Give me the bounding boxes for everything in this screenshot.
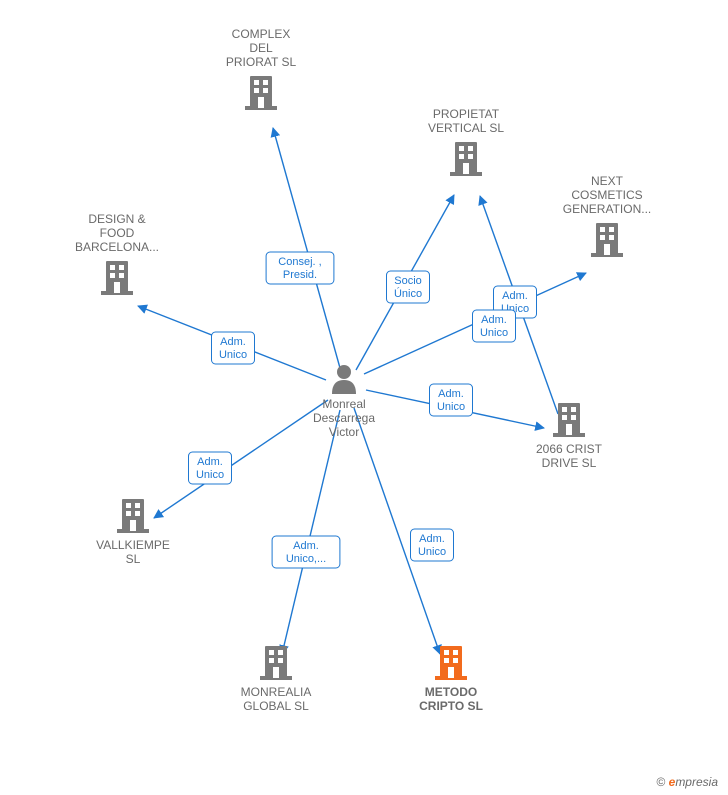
edge-label-text: Unico <box>219 349 247 361</box>
center-label: Descarrega <box>313 411 375 425</box>
company-label: DESIGN & <box>88 212 145 226</box>
company-label: DEL <box>249 41 273 55</box>
company-node: MONREALIAGLOBAL SL <box>241 646 312 713</box>
edge-label: Consej. ,Presid. <box>266 252 334 284</box>
copyright-brand-rest: mpresia <box>675 775 718 789</box>
edge-label-text: Adm. <box>293 540 319 552</box>
edge-label: SocioÚnico <box>387 271 430 303</box>
company-node: VALLKIEMPESL <box>96 499 170 566</box>
edge-label: Adm.Unico <box>189 452 232 484</box>
company-node: 2066 CRISTDRIVE SL <box>536 403 603 470</box>
center-label: Monreal <box>322 397 365 411</box>
edge-label-text: Unico <box>418 546 446 558</box>
edge-label-text: Unico <box>196 469 224 481</box>
company-label: PROPIETAT <box>433 107 500 121</box>
company-label: GENERATION... <box>563 202 651 216</box>
edge-label-text: Adm. <box>502 290 528 302</box>
company-label: DRIVE SL <box>542 456 597 470</box>
edge <box>154 400 328 518</box>
copyright-symbol: © <box>656 775 665 789</box>
edge-label: Adm.Unico <box>212 332 255 364</box>
company-label: METODO <box>425 685 477 699</box>
center-label: Victor <box>329 425 359 439</box>
edge-label: Adm.Unico <box>411 529 454 561</box>
company-label: BARCELONA... <box>75 240 159 254</box>
edge-label: Adm.Unico <box>430 384 473 416</box>
edge-label-text: Adm. <box>197 456 223 468</box>
edge-label-text: Socio <box>394 275 422 287</box>
company-label: MONREALIA <box>241 685 312 699</box>
company-label: VERTICAL SL <box>428 121 504 135</box>
edge-label-text: Único <box>394 287 422 300</box>
edge-label: Adm.Unico <box>473 310 516 342</box>
edge-label-text: Adm. <box>220 336 246 348</box>
edge <box>273 128 340 368</box>
company-label: 2066 CRIST <box>536 442 603 456</box>
edge-label-text: Unico <box>480 327 508 339</box>
company-node: DESIGN &FOODBARCELONA... <box>75 212 159 295</box>
company-label: GLOBAL SL <box>243 699 309 713</box>
company-label: COSMETICS <box>571 188 642 202</box>
company-label: CRIPTO SL <box>419 699 483 713</box>
edge-label-text: Unico <box>437 401 465 413</box>
company-node: NEXTCOSMETICSGENERATION... <box>563 174 651 257</box>
edge-label: Adm.Unico,... <box>272 536 340 568</box>
company-label: NEXT <box>591 174 624 188</box>
edge-label-text: Adm. <box>419 533 445 545</box>
edge-label-text: Unico,... <box>286 553 326 565</box>
company-label: COMPLEX <box>232 27 291 41</box>
center-person: MonrealDescarregaVictor <box>313 365 375 439</box>
company-label: SL <box>126 552 141 566</box>
company-node: PROPIETATVERTICAL SL <box>428 107 504 176</box>
company-label: FOOD <box>100 226 135 240</box>
company-node: METODOCRIPTO SL <box>419 646 483 713</box>
company-node: COMPLEXDELPRIORAT SL <box>226 27 297 110</box>
copyright: © empresia <box>656 775 718 789</box>
edge-label-text: Adm. <box>438 388 464 400</box>
company-label: PRIORAT SL <box>226 55 297 69</box>
edge-label-text: Consej. , <box>278 256 321 268</box>
edge-label-text: Presid. <box>283 269 317 281</box>
edge <box>282 410 340 654</box>
company-label: VALLKIEMPE <box>96 538 170 552</box>
edge-label-text: Adm. <box>481 314 507 326</box>
